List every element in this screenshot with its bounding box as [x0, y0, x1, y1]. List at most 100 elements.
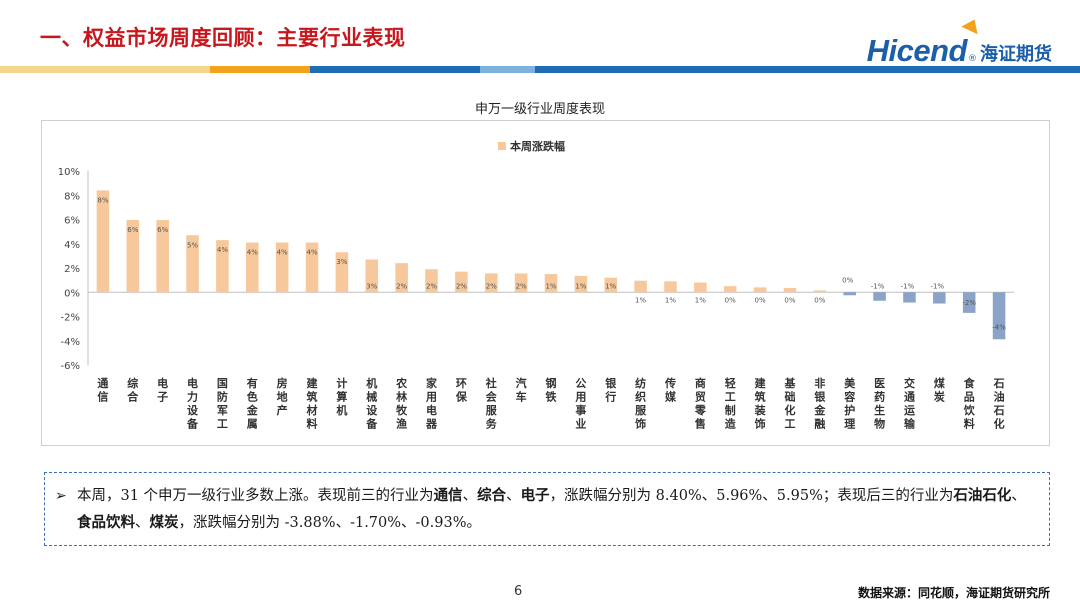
category-label: 饰	[755, 417, 766, 431]
bar	[873, 292, 886, 301]
category-label: 工	[217, 418, 228, 431]
y-tick-label: -6%	[61, 361, 80, 372]
bar	[275, 242, 289, 293]
category-label: 算	[335, 390, 347, 404]
bar	[843, 292, 856, 296]
category-label: 色	[247, 390, 258, 404]
data-label: -1%	[871, 282, 885, 290]
bar	[246, 242, 259, 293]
data-label: 1%	[635, 296, 646, 304]
category-label: 材	[307, 403, 318, 417]
data-source: 数据来源：同花顺，海证期货研究所	[857, 586, 1050, 600]
category-label: 国	[217, 377, 228, 390]
chart-title: 申万一级行业周度表现	[474, 102, 605, 117]
data-label: 0%	[725, 296, 736, 304]
category-label: 属	[247, 418, 258, 431]
data-label: 0%	[814, 296, 825, 304]
category-label: 合	[127, 390, 139, 404]
category-label: 铁	[546, 390, 557, 404]
category-label: 务	[486, 417, 498, 431]
category-label: 事	[575, 403, 586, 417]
category-label: 房	[277, 376, 288, 390]
category-label: 零	[694, 404, 707, 417]
separator: 、	[1011, 488, 1026, 504]
category-label: 饮	[963, 403, 976, 417]
bar	[664, 281, 677, 293]
category-label: 建	[307, 376, 319, 390]
category-label: 设	[366, 403, 378, 417]
band-segment	[480, 66, 535, 73]
band-segment	[0, 66, 210, 73]
y-tick-label: 6%	[64, 216, 80, 227]
category-label: 石	[993, 377, 1005, 390]
category-label: 建	[755, 376, 767, 390]
category-label: 子	[157, 391, 168, 404]
category-label: 化	[784, 403, 795, 417]
data-label: 1%	[545, 282, 556, 290]
bar	[455, 271, 468, 293]
data-label: 4%	[306, 249, 317, 257]
category-label: 服	[635, 404, 647, 417]
data-label: 2%	[486, 282, 497, 290]
separator: 、	[462, 488, 478, 504]
category-label: 融	[814, 417, 825, 431]
category-label: 信	[97, 390, 108, 404]
category-label: 饰	[635, 417, 646, 431]
category-label: 器	[425, 418, 438, 431]
data-label: 2%	[456, 282, 467, 290]
bottom-industry-1: 石油石化	[953, 488, 1012, 504]
category-label: 通	[904, 391, 915, 404]
summary-box: ➢ 本周，31 个申万一级行业多数上涨。表现前三的行业为通信、综合、电子，涨跌幅…	[44, 472, 1050, 546]
legend-swatch	[498, 142, 506, 150]
data-label: -2%	[962, 299, 976, 307]
category-label: 理	[844, 418, 855, 431]
y-tick-label: -2%	[61, 313, 80, 324]
top-industry-3: 电子	[520, 488, 550, 504]
data-label: 8%	[97, 196, 108, 204]
data-label: 6%	[127, 226, 138, 234]
category-label: 油	[994, 390, 1005, 404]
category-label: 工	[784, 418, 795, 431]
bar-chart: 10%8%6%4%2%0%-2%-4%-6%本周涨跌幅8%通信6%综合6%电子5…	[58, 139, 1014, 431]
category-label: 牧	[396, 403, 408, 417]
data-label: -4%	[992, 323, 1006, 331]
category-label: 化	[994, 417, 1005, 431]
category-label: 军	[217, 404, 228, 417]
y-tick-label: 2%	[64, 264, 80, 275]
data-label: -1%	[931, 282, 945, 290]
category-label: 美	[844, 376, 856, 390]
page-number: 6	[514, 584, 523, 599]
category-label: 非	[814, 376, 825, 390]
category-label: 力	[187, 390, 198, 404]
category-label: 筑	[755, 390, 766, 404]
category-label: 金	[246, 403, 259, 417]
bar	[96, 190, 110, 293]
top-industry-2: 综合	[477, 488, 507, 504]
category-label: 家	[426, 376, 438, 390]
category-label: 料	[964, 417, 975, 431]
category-label: 医	[874, 377, 885, 390]
category-label: 造	[725, 417, 737, 431]
category-label: 纺	[635, 376, 646, 390]
bar	[992, 292, 1006, 340]
category-label: 计	[336, 376, 347, 390]
bar	[186, 235, 199, 293]
data-label: 2%	[396, 282, 407, 290]
category-label: 备	[186, 417, 199, 431]
category-label: 电	[426, 403, 437, 417]
category-label: 行	[604, 390, 616, 404]
category-label: 产	[277, 403, 288, 417]
category-label: 防	[217, 390, 228, 404]
bar	[156, 220, 169, 293]
summary-text-3: ，涨跌幅分别为 -3.88%、-1.70%、-0.93%。	[178, 515, 482, 531]
logo-swoosh-icon	[960, 15, 983, 35]
data-label: 1%	[605, 282, 616, 290]
category-label: 商	[695, 376, 706, 390]
band-segment	[535, 66, 1080, 73]
bar	[365, 259, 379, 293]
bar	[604, 277, 618, 293]
category-label: 筑	[307, 390, 318, 404]
bar	[216, 240, 229, 293]
separator: 、	[506, 488, 521, 504]
bar	[574, 275, 588, 293]
